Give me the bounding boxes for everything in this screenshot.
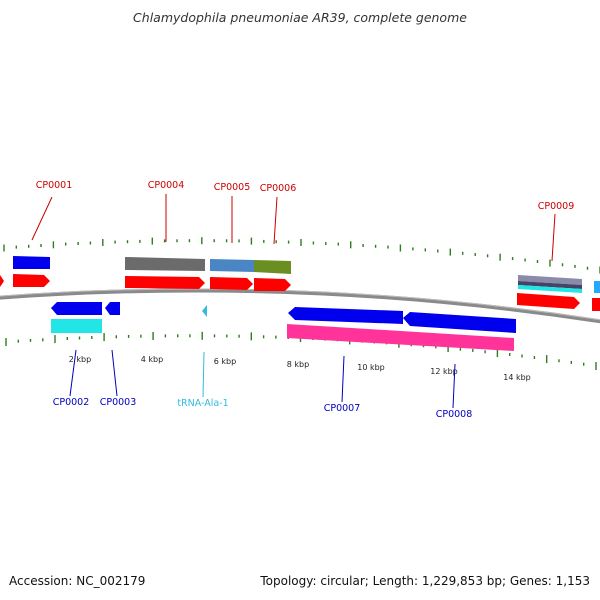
- label-cp0006[interactable]: CP0006: [260, 183, 297, 194]
- label-cp0002[interactable]: CP0002: [53, 397, 90, 408]
- genome-backbone: [0, 288, 600, 324]
- gene-cp0006-red[interactable]: [254, 278, 291, 291]
- gene-cp0007-magenta[interactable]: [287, 324, 514, 351]
- gene-trna-ala-1[interactable]: [202, 305, 207, 317]
- label-cp0007[interactable]: CP0007: [324, 403, 361, 414]
- callout-line-cp0002: [69, 349, 77, 397]
- gene-cp0005-top[interactable]: [210, 259, 254, 272]
- gene-edge-top[interactable]: [594, 281, 600, 293]
- ruler-label-4kbp: 4 kbp: [141, 355, 163, 364]
- gene-cp0006-top[interactable]: [254, 260, 291, 274]
- callout-line-cp0008: [452, 363, 456, 409]
- ruler-label-8kbp: 8 kbp: [287, 360, 309, 369]
- gene-cp0004-red[interactable]: [125, 276, 205, 289]
- ruler-label-2kbp: 2 kbp: [69, 355, 91, 364]
- label-cp0009[interactable]: CP0009: [538, 201, 575, 212]
- callout-line-cp0007: [341, 355, 345, 403]
- label-cp0005[interactable]: CP0005: [214, 182, 251, 193]
- gene-cp0008-blue[interactable]: [403, 312, 516, 333]
- gene-edge-right-red[interactable]: [592, 298, 600, 311]
- gene-cp0004-top[interactable]: [125, 257, 205, 271]
- gene-callouts: CP0001 CP0004 CP0005 CP0006 CP0009 CP000…: [31, 180, 575, 420]
- gene-edge-left-red[interactable]: [0, 275, 4, 287]
- accession-text: Accession: NC_002179: [9, 574, 146, 588]
- label-cp0001[interactable]: CP0001: [36, 180, 73, 191]
- gene-cp0003-blue[interactable]: [105, 302, 120, 315]
- genome-stats-text: Topology: circular; Length: 1,229,853 bp…: [260, 574, 590, 588]
- callout-line-cp0006: [273, 196, 278, 245]
- label-cp0008[interactable]: CP0008: [436, 409, 473, 420]
- ruler-labels: 2 kbp 4 kbp 6 kbp 8 kbp 10 kbp 12 kbp 14…: [69, 355, 531, 382]
- ruler-label-14kbp: 14 kbp: [503, 373, 531, 382]
- gene-cp0009-red[interactable]: [517, 293, 580, 309]
- outer-tick-ring: [3, 237, 600, 274]
- gene-cp0001-red[interactable]: [13, 274, 50, 287]
- callout-line-cp0009: [551, 213, 556, 262]
- label-trna-ala-1[interactable]: tRNA-Ala-1: [177, 398, 228, 409]
- label-cp0003[interactable]: CP0003: [100, 397, 137, 408]
- callout-line-cp0001: [31, 196, 53, 241]
- gene-cp0005-red[interactable]: [210, 277, 253, 290]
- gene-features: [0, 256, 600, 351]
- callout-line-trna: [202, 351, 205, 398]
- gene-cp0009-stack-2[interactable]: [518, 281, 582, 289]
- backbone-highlight: [0, 288, 600, 321]
- gene-cp0002-cyan[interactable]: [51, 319, 102, 333]
- gene-cp0009-stack-1[interactable]: [518, 275, 582, 285]
- ruler-label-10kbp: 10 kbp: [357, 363, 385, 372]
- gene-cp0009-stack-3[interactable]: [518, 285, 582, 293]
- ruler-label-6kbp: 6 kbp: [214, 357, 236, 366]
- map-title: Chlamydophila pneumoniae AR39, complete …: [133, 10, 467, 25]
- gene-cp0002-blue[interactable]: [51, 302, 102, 315]
- label-cp0004[interactable]: CP0004: [148, 180, 185, 191]
- callout-line-cp0003: [111, 349, 118, 397]
- gene-cp0001-top[interactable]: [13, 256, 50, 269]
- gene-cp0007-blue[interactable]: [288, 307, 403, 324]
- ruler-label-12kbp: 12 kbp: [430, 367, 458, 376]
